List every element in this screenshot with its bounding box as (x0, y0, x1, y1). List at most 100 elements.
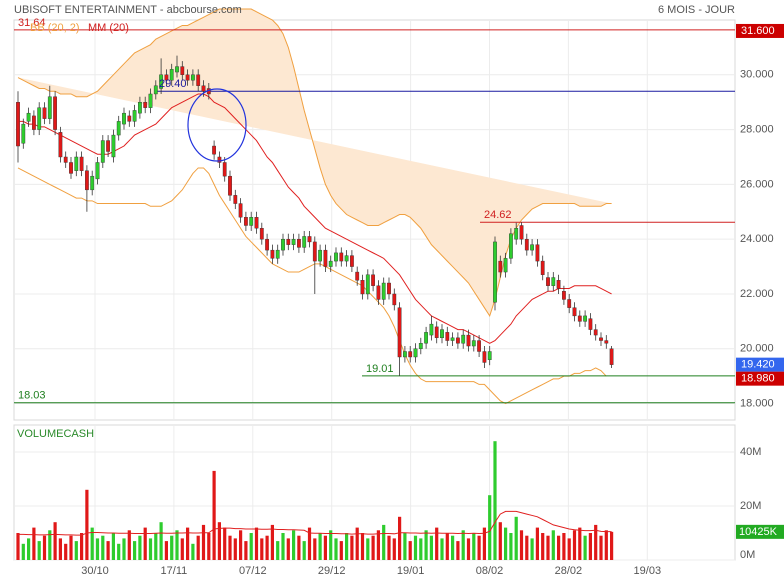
candle-body (281, 238, 285, 251)
volume-bar (588, 533, 592, 560)
candle-body (37, 107, 42, 130)
candle-body (355, 271, 360, 281)
volume-bar (138, 535, 142, 560)
volume-bar (297, 535, 301, 560)
candle-body (360, 280, 365, 295)
volume-bar (74, 541, 78, 560)
volume-bar (392, 538, 396, 560)
volume-bar (323, 535, 327, 560)
candle-body (84, 170, 89, 191)
candle-body (275, 249, 280, 259)
volume-bar (360, 533, 365, 560)
candle-body (323, 249, 328, 267)
price-panel (13, 19, 736, 421)
candle-body (169, 69, 174, 81)
candle-body (26, 112, 31, 122)
candle-body (461, 334, 466, 344)
candle-body (583, 315, 588, 322)
y-tick-label: 28.000 (740, 123, 774, 135)
level-label: 31.64 (18, 17, 46, 29)
volume-bar (292, 530, 296, 560)
volume-bar (329, 530, 333, 560)
y-tick-label: 30.000 (740, 69, 774, 81)
volume-bar (334, 538, 338, 560)
band-lower (17, 167, 607, 405)
candle-body (381, 282, 386, 300)
volume-bar (58, 538, 62, 560)
volume-bar (117, 543, 121, 560)
level-label: 29.40 (159, 78, 187, 90)
x-tick-label: 30/10 (81, 565, 109, 577)
volume-bar (339, 541, 343, 560)
level-label: 18.03 (18, 390, 46, 402)
volume-bar (196, 535, 200, 560)
candle-body (413, 348, 418, 358)
volume-bar (201, 524, 206, 560)
candle-body (434, 326, 439, 339)
candle-body (100, 140, 105, 163)
volume-bar (223, 527, 227, 560)
candle-body (196, 74, 201, 86)
candle-body (212, 145, 216, 155)
candle-body (74, 156, 79, 171)
volume-bar (207, 533, 211, 560)
candle-body (106, 140, 111, 152)
candle-body (116, 121, 121, 136)
candle-body (551, 277, 556, 286)
annotation-circle (187, 88, 247, 162)
candle-body (143, 101, 148, 108)
volume-bar (164, 541, 168, 560)
volume-bar (212, 470, 216, 560)
volume-bar (567, 538, 571, 560)
volume-ma-line (18, 510, 612, 536)
candle-body (556, 280, 561, 289)
candle-body (572, 307, 577, 317)
x-tick-label: 19/01 (397, 565, 425, 577)
candle-body (418, 343, 423, 349)
price-badge (736, 23, 784, 38)
volume-bar (387, 535, 391, 560)
candle-body (344, 255, 349, 262)
level-label: 24.62 (484, 209, 512, 221)
volume-bar (482, 527, 486, 560)
volume-bar (424, 530, 428, 560)
volume-bar (610, 531, 614, 560)
volume-bar (85, 489, 89, 560)
candle-body (562, 291, 566, 300)
volume-bar (111, 533, 115, 560)
candle-body (32, 115, 36, 130)
y-tick-label: 0M (740, 549, 755, 561)
volume-bar (249, 533, 253, 560)
candle-body (180, 66, 185, 75)
volume-bar (302, 541, 306, 560)
x-tick-label: 28/02 (555, 565, 583, 577)
volume-bar (403, 533, 407, 560)
volume-bar (143, 527, 147, 560)
volume-bar (472, 533, 476, 560)
candle-body (535, 244, 540, 262)
candle-body (153, 85, 158, 95)
volume-bar (37, 541, 41, 560)
volume-bar (159, 522, 163, 560)
volume-bar (48, 530, 52, 560)
candle-body (334, 252, 338, 262)
candle-body (270, 249, 275, 259)
volume-bar (228, 535, 232, 560)
legend-bb: BB (20, 2) (30, 22, 80, 34)
volume-bar (42, 535, 47, 560)
candle-body (456, 337, 460, 344)
volume-bar (122, 538, 126, 560)
volume-title: VOLUMECASH (17, 428, 94, 440)
candle-body (509, 233, 513, 259)
candle-body (217, 156, 222, 163)
y-tick-label: 26.000 (740, 178, 774, 190)
volume-bar (535, 527, 539, 560)
candle-body (148, 93, 153, 108)
volume-bar (307, 527, 312, 560)
candle-body (599, 337, 603, 341)
volume-bar (519, 530, 524, 560)
volume-badge (736, 524, 784, 539)
candle-body (392, 293, 397, 306)
candle-body (540, 260, 545, 275)
candle-body (498, 260, 503, 273)
